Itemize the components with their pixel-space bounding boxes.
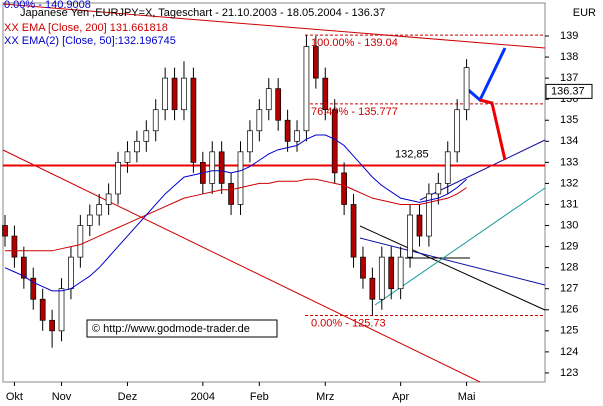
y-tick-label: 124	[560, 346, 578, 358]
chart-title: Japanese Yen ,EURJPY=X, Tageschart - 21.…	[20, 7, 385, 19]
candle-body	[294, 130, 300, 142]
y-tick-label: 131	[560, 198, 578, 210]
candle-body	[20, 256, 27, 279]
candle-body	[134, 140, 140, 153]
candle-body	[284, 119, 291, 142]
candle-body	[162, 77, 168, 111]
x-tick-label: Dez	[118, 391, 138, 403]
candle-body	[378, 256, 385, 300]
ema-line	[4, 134, 467, 292]
candle-body	[237, 151, 244, 205]
candle-body	[247, 130, 253, 153]
y-tick-label: 130	[560, 219, 578, 231]
x-tick-label: Mai	[458, 391, 476, 403]
y-tick-label: 137	[560, 72, 578, 84]
x-tick-label: Apr	[392, 391, 409, 403]
y-tick-label: 123	[560, 367, 578, 379]
candle-body	[388, 256, 395, 290]
y-tick-label: 135	[560, 114, 578, 126]
ema-line	[5, 178, 467, 252]
candle-body	[218, 151, 225, 184]
candle-body	[322, 77, 329, 111]
candle-body	[49, 319, 55, 332]
copyright-box	[86, 319, 278, 338]
candle-body	[463, 67, 470, 111]
candle-body	[360, 256, 366, 279]
y-tick-label: 129	[560, 240, 578, 252]
corner-label: EUR	[573, 7, 596, 19]
candle-body	[58, 288, 65, 332]
candle-body	[68, 256, 74, 290]
candle-body	[303, 46, 310, 132]
candle-body	[2, 225, 8, 237]
y-tick-label: 127	[560, 283, 578, 295]
candle-body	[275, 88, 282, 121]
fib-label: 0.00% - 125.73	[311, 317, 386, 329]
candle-body	[30, 277, 37, 300]
candle-body	[228, 183, 234, 205]
candle-body	[143, 130, 150, 142]
candle-body	[350, 204, 357, 258]
y-tick-label: 125	[560, 325, 578, 337]
candle-body	[313, 46, 319, 79]
candle-body	[341, 172, 347, 205]
candle-body	[96, 204, 103, 216]
x-tick-label: Feb	[250, 391, 269, 403]
plot-area	[2, 2, 546, 383]
legend-entry: XX EMA [Close, 200] 131.661818	[4, 22, 168, 34]
candle-body	[444, 151, 451, 184]
candle-body	[86, 214, 93, 226]
candle-body	[407, 214, 413, 258]
candle-body	[115, 162, 121, 195]
candle-body	[256, 109, 263, 132]
candle-body	[397, 256, 404, 290]
y-tick-label: 128	[560, 262, 578, 274]
candle-body	[105, 193, 112, 205]
y-tick-label: 133	[560, 156, 578, 168]
copyright: © http://www.godmode-trader.de	[92, 323, 250, 335]
candle-body	[369, 277, 376, 300]
candle-body	[416, 214, 423, 237]
candle-body	[190, 77, 197, 163]
x-tick-label: Okt	[6, 391, 23, 403]
x-tick-label: Nov	[52, 391, 72, 403]
legend-entry: XX EMA(2) [Close, 50]:132.196745	[4, 35, 176, 47]
candle-body	[124, 151, 131, 163]
y-tick-label: 134	[560, 135, 578, 147]
projection	[465, 47, 507, 161]
candle-body	[331, 109, 338, 174]
x-tick-label: 2004	[191, 391, 215, 403]
candle-body	[426, 193, 432, 237]
candle-body	[39, 298, 46, 321]
x-tick-label: Mrz	[316, 391, 334, 403]
support-label: 132,85	[395, 148, 429, 160]
candle-body	[171, 77, 178, 111]
fib-label: 100.00% - 139.04	[311, 37, 398, 49]
y-tick-label: 132	[560, 177, 578, 189]
last-price: 136.37	[551, 85, 585, 97]
y-tick-label: 139	[560, 30, 578, 42]
candle-body	[454, 109, 461, 153]
last-price-box	[545, 83, 593, 99]
candle-body	[209, 151, 216, 184]
candle-body	[152, 109, 159, 132]
candle-body	[265, 88, 272, 111]
candle-body	[11, 235, 18, 258]
candle-body	[77, 225, 84, 258]
top-annotation: 0.00% - 140.9008	[4, 0, 91, 11]
y-tick-label: 138	[560, 51, 578, 63]
y-tick-label: 126	[560, 304, 578, 316]
candle-body	[435, 183, 442, 195]
candle-body	[181, 77, 187, 111]
